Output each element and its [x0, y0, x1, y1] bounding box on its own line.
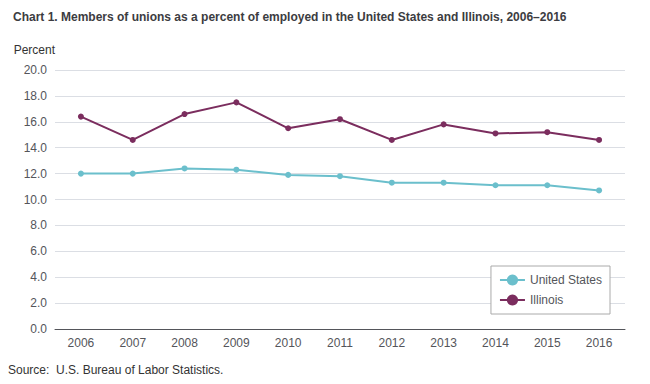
svg-text:2011: 2011 — [327, 336, 353, 350]
svg-text:6.0: 6.0 — [30, 244, 47, 258]
svg-text:2012: 2012 — [378, 336, 405, 350]
svg-text:4.0: 4.0 — [30, 270, 47, 284]
svg-text:2009: 2009 — [223, 336, 250, 350]
svg-text:2006: 2006 — [68, 336, 95, 350]
svg-text:20.0: 20.0 — [24, 63, 48, 77]
svg-text:18.0: 18.0 — [24, 89, 48, 103]
svg-text:14.0: 14.0 — [24, 141, 48, 155]
svg-text:Source: U.S. Bureau of Labor: Source: U.S. Bureau of Labor Statistics. — [8, 363, 223, 377]
svg-text:2016: 2016 — [586, 336, 613, 350]
svg-text:2008: 2008 — [171, 336, 198, 350]
svg-text:8.0: 8.0 — [30, 218, 47, 232]
svg-text:2.0: 2.0 — [30, 296, 47, 310]
svg-text:United States: United States — [530, 273, 602, 287]
svg-text:2014: 2014 — [482, 336, 509, 350]
svg-text:12.0: 12.0 — [24, 167, 48, 181]
svg-text:2013: 2013 — [430, 336, 457, 350]
svg-text:Illinois: Illinois — [530, 293, 563, 307]
svg-text:2007: 2007 — [119, 336, 146, 350]
svg-text:10.0: 10.0 — [24, 193, 48, 207]
svg-text:2015: 2015 — [534, 336, 561, 350]
svg-text:2010: 2010 — [275, 336, 302, 350]
svg-text:16.0: 16.0 — [24, 115, 48, 129]
svg-text:0.0: 0.0 — [30, 322, 47, 336]
svg-text:Percent: Percent — [14, 43, 56, 57]
svg-text:Chart 1. Members of unions as: Chart 1. Members of unions as a percent … — [13, 10, 567, 24]
